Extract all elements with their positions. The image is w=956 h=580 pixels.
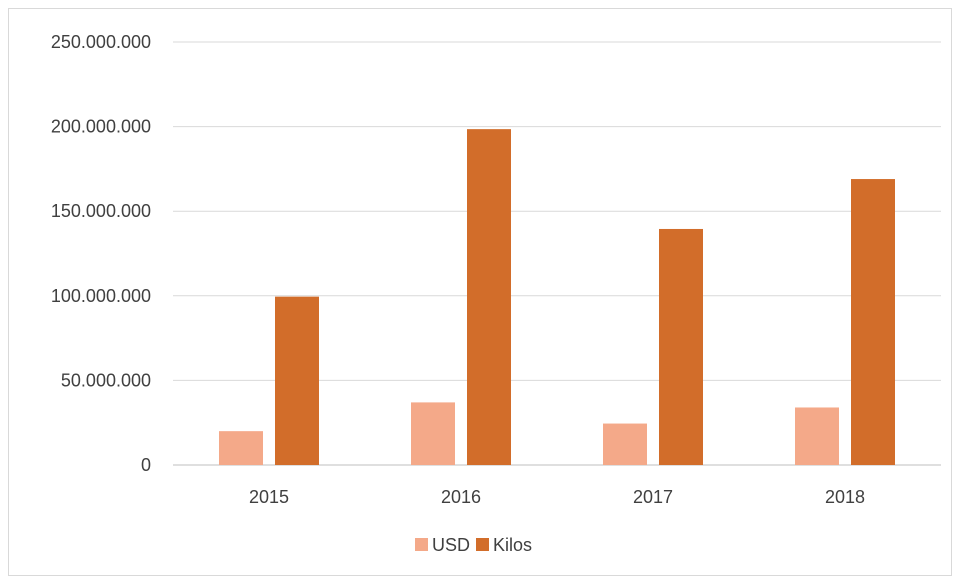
x-tick-label: 2018 [825,487,865,507]
x-tick-label: 2015 [249,487,289,507]
x-tick-label: 2016 [441,487,481,507]
bar-kilos-2015 [275,296,319,465]
bar-kilos-2016 [467,129,511,465]
legend-swatch-kilos [476,538,489,551]
bar-usd-2015 [219,431,263,465]
x-tick-label: 2017 [633,487,673,507]
bar-usd-2017 [603,423,647,465]
bar-usd-2018 [795,407,839,465]
y-tick-label: 200.000.000 [51,117,151,137]
y-tick-label: 0 [141,455,151,475]
y-tick-label: 250.000.000 [51,32,151,52]
chart-frame: 0 50.000.000 100.000.000 150.000.000 200.000… [8,8,952,576]
bar-kilos-2017 [659,228,703,465]
bar-chart: 0 50.000.000 100.000.000 150.000.000 200.000… [51,32,941,555]
legend-label-kilos: Kilos [493,535,532,555]
legend-swatch-usd [415,538,428,551]
y-tick-label: 150.000.000 [51,201,151,221]
legend-label-usd: USD [432,535,470,555]
y-tick-label: 100.000.000 [51,286,151,306]
y-tick-label: 50.000.000 [61,370,151,390]
bar-kilos-2018 [851,179,895,465]
bar-usd-2016 [411,402,455,465]
